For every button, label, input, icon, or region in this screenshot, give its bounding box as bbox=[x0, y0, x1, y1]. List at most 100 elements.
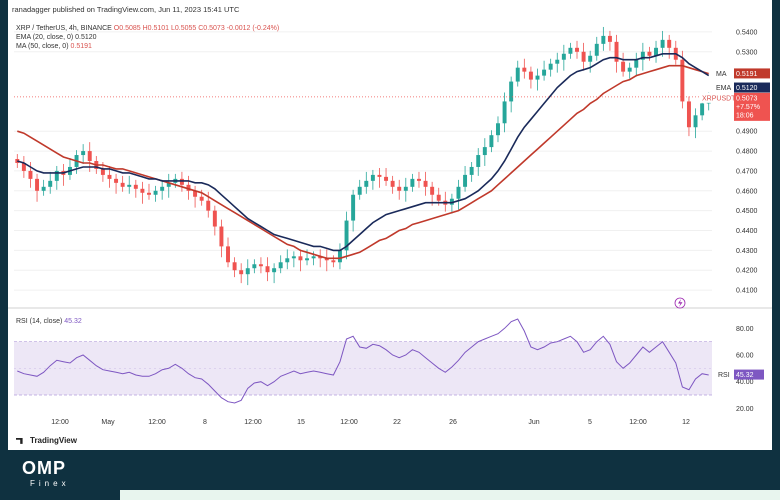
candle-body bbox=[318, 256, 323, 259]
time-tick-label: May bbox=[101, 419, 115, 426]
time-tick-label: 12:00 bbox=[148, 419, 166, 426]
ema-tag-label: EMA bbox=[716, 85, 732, 92]
candle-body bbox=[548, 63, 553, 70]
rsi-tag-label-bg bbox=[716, 369, 734, 380]
candle-body bbox=[21, 162, 26, 171]
candle-body bbox=[87, 151, 92, 161]
candle-body bbox=[561, 53, 566, 60]
rsi-axis: 80.00 60.00 40.00 20.00 bbox=[736, 326, 754, 413]
time-tick-label: 26 bbox=[449, 419, 457, 426]
candle-body bbox=[199, 196, 204, 201]
candle-body bbox=[285, 258, 290, 263]
candle-body bbox=[186, 184, 191, 191]
candle-body bbox=[291, 256, 296, 259]
candle-body bbox=[100, 168, 105, 175]
candle-body bbox=[28, 170, 33, 179]
tradingview-logo-icon bbox=[16, 437, 23, 444]
rsi-tag-value-bg bbox=[734, 369, 764, 380]
candle-body bbox=[265, 266, 270, 273]
candle-body bbox=[298, 256, 303, 261]
candle-body bbox=[496, 123, 500, 136]
candle-body bbox=[614, 41, 619, 62]
ma-tag-label: MA bbox=[716, 71, 727, 78]
candle-body bbox=[555, 59, 560, 64]
candle-body bbox=[331, 260, 336, 263]
candle-body bbox=[377, 174, 382, 177]
publisher-line: ranadagger published on TradingView.com,… bbox=[8, 0, 772, 20]
candle-body bbox=[700, 103, 705, 116]
candle-body bbox=[430, 186, 435, 195]
time-tick-label: 5 bbox=[588, 419, 592, 426]
candle-body bbox=[41, 186, 46, 191]
countdown-label: 18:06 bbox=[736, 112, 754, 119]
candle-body bbox=[219, 226, 224, 247]
candle-body bbox=[581, 51, 586, 62]
candle-body bbox=[252, 264, 257, 269]
candle-body bbox=[522, 67, 527, 72]
candle-body bbox=[456, 186, 461, 199]
current-price-label: 0.5073 bbox=[736, 95, 758, 102]
price-tick-label: 0.5300 bbox=[736, 49, 758, 56]
candle-body bbox=[147, 192, 151, 195]
candle-body bbox=[81, 151, 86, 156]
price-tag-symbol-bg bbox=[700, 92, 734, 103]
candle-body bbox=[127, 184, 132, 187]
candle-body bbox=[48, 180, 53, 187]
legend-ema-label: EMA (20, close, 0) bbox=[16, 34, 74, 41]
rsi-tick-label: 20.00 bbox=[736, 406, 754, 413]
candle-body bbox=[370, 174, 375, 181]
legend-ma-row[interactable]: MA (50, close, 0) 0.5191 bbox=[16, 43, 92, 50]
ma-tag-value: 0.5191 bbox=[736, 71, 758, 78]
ema-20-line bbox=[17, 53, 710, 252]
candle-body bbox=[107, 174, 112, 179]
price-chart[interactable]: 0.5400 0.5300 0.4900 0.4800 0.4700 0.4600 0.45… bbox=[0, 0, 780, 450]
time-tick-label: 12:00 bbox=[340, 419, 358, 426]
candle-body bbox=[193, 190, 198, 197]
candle-body bbox=[397, 186, 402, 191]
price-tick-label: 0.4700 bbox=[736, 168, 758, 175]
candle-body bbox=[344, 220, 349, 251]
candle-body bbox=[357, 186, 362, 195]
candle-body bbox=[476, 155, 481, 167]
candle-body bbox=[278, 262, 283, 269]
candle-body bbox=[54, 170, 59, 181]
time-tick-label: 12 bbox=[682, 419, 690, 426]
candle-body bbox=[601, 35, 606, 44]
tradingview-brand[interactable]: TradingView bbox=[16, 436, 77, 445]
candle-body bbox=[226, 246, 230, 263]
rsi-tag-value: 45.32 bbox=[736, 372, 754, 379]
time-tick-label: 15 bbox=[297, 419, 305, 426]
rsi-legend[interactable]: RSI (14, close) 45.32 bbox=[16, 318, 82, 325]
time-tick-label: 8 bbox=[203, 419, 207, 426]
legend-ma-value: 0.5191 bbox=[70, 43, 92, 50]
candle-body bbox=[542, 69, 547, 76]
price-tick-label: 0.4600 bbox=[736, 188, 758, 195]
candle-body bbox=[482, 147, 487, 156]
time-tick-label: Jun bbox=[528, 419, 539, 426]
candle-body bbox=[502, 101, 507, 124]
current-price-tag-bg bbox=[734, 92, 770, 121]
price-tick-label: 0.4400 bbox=[736, 228, 758, 235]
legend-ema-value: 0.5120 bbox=[75, 34, 97, 41]
candle-body bbox=[160, 186, 165, 191]
candle-body bbox=[133, 184, 138, 189]
price-tick-label: 0.4900 bbox=[736, 129, 758, 136]
candle-body bbox=[35, 178, 40, 191]
lightning-icon[interactable] bbox=[674, 297, 686, 309]
candle-body bbox=[660, 39, 665, 48]
time-tick-label: 12:00 bbox=[51, 419, 69, 426]
price-tag-symbol: XRPUSDT bbox=[702, 95, 736, 102]
current-change-label: +7.57% bbox=[736, 104, 760, 111]
rsi-tags: RSI 45.32 bbox=[716, 369, 764, 380]
price-tick-label: 0.4300 bbox=[736, 248, 758, 255]
candle-body bbox=[469, 166, 474, 175]
rsi-legend-label: RSI (14, close) bbox=[16, 318, 63, 325]
omp-logo: OMP bbox=[22, 458, 67, 478]
price-tick-label: 0.4100 bbox=[736, 288, 758, 295]
candle-body bbox=[568, 47, 573, 54]
ma-50-line bbox=[17, 64, 709, 260]
candle-body bbox=[364, 180, 369, 187]
legend-ema-row[interactable]: EMA (20, close, 0) 0.5120 bbox=[16, 34, 97, 41]
candle-body bbox=[509, 81, 514, 102]
